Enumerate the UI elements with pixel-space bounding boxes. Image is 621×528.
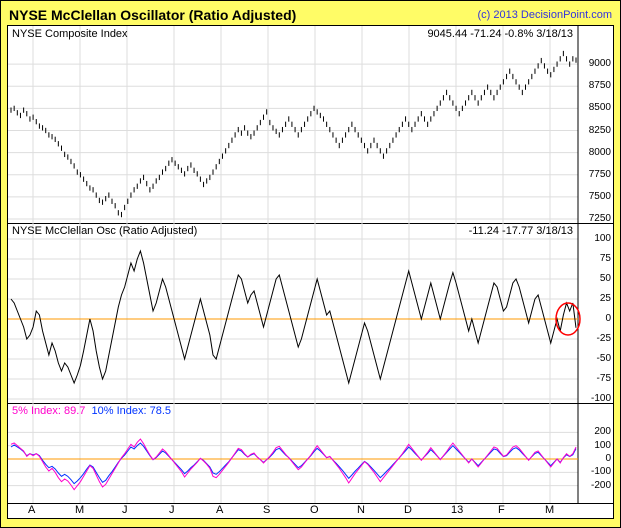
chart-container: NYSE McClellan Oscillator (Ratio Adjuste… — [0, 0, 621, 528]
x-tick: A — [28, 504, 35, 516]
chart-area: 72507500775080008250850087509000NYSE Com… — [7, 25, 614, 519]
x-tick: D — [404, 504, 412, 516]
panel1: 72507500775080008250850087509000NYSE Com… — [8, 26, 613, 224]
x-tick: O — [310, 504, 319, 516]
y-tick: 100 — [594, 233, 611, 244]
x-tick: J — [169, 504, 175, 516]
y-tick: 200 — [594, 426, 611, 437]
copyright-text: (c) 2013 DecisionPoint.com — [477, 9, 612, 21]
x-axis: A M J J A S O N D 13 F M — [8, 503, 613, 518]
y-tick: -25 — [597, 333, 611, 344]
title-bar: NYSE McClellan Oscillator (Ratio Adjuste… — [5, 5, 616, 25]
chart-title: NYSE McClellan Oscillator (Ratio Adjuste… — [9, 7, 296, 23]
x-tick: N — [357, 504, 365, 516]
y-tick: 0 — [605, 453, 611, 464]
y-tick: 0 — [605, 313, 611, 324]
y-tick: -100 — [591, 466, 611, 477]
x-tick: F — [498, 504, 505, 516]
y-tick: 8500 — [589, 102, 611, 113]
panel3-labels: 5% Index: 89.7 10% Index: 78.5 — [12, 405, 171, 417]
y-tick: 50 — [600, 273, 611, 284]
y-tick: 7750 — [589, 169, 611, 180]
y-tick: -75 — [597, 373, 611, 384]
y-tick: 25 — [600, 293, 611, 304]
x-tick: S — [263, 504, 270, 516]
panel1-label: NYSE Composite Index — [12, 28, 128, 40]
y-tick: -200 — [591, 480, 611, 491]
y-tick: 7500 — [589, 191, 611, 202]
y-tick: 9000 — [589, 58, 611, 69]
panel2-label: NYSE McClellan Osc (Ratio Adjusted) — [12, 225, 197, 237]
y-tick: 8000 — [589, 147, 611, 158]
x-tick: 13 — [451, 504, 463, 516]
y-tick: 8750 — [589, 80, 611, 91]
x-tick: J — [122, 504, 128, 516]
panel2: -100-75-50-250255075100NYSE McClellan Os… — [8, 223, 613, 404]
panel2-stats: -11.24 -17.77 3/18/13 — [469, 225, 573, 237]
panel1-stats: 9045.44 -71.24 -0.8% 3/18/13 — [427, 28, 573, 40]
y-tick: 100 — [594, 440, 611, 451]
y-tick: 75 — [600, 253, 611, 264]
index-10-label: 10% Index: 78.5 — [92, 405, 172, 417]
x-tick: M — [75, 504, 84, 516]
panel3: -200 -100 0 100 200 5% Index: 89.7 10% Index:… — [8, 403, 613, 504]
index-5-label: 5% Index: 89.7 — [12, 405, 85, 417]
x-tick: A — [216, 504, 223, 516]
y-tick: -50 — [597, 353, 611, 364]
x-tick: M — [545, 504, 554, 516]
y-tick: 8250 — [589, 125, 611, 136]
